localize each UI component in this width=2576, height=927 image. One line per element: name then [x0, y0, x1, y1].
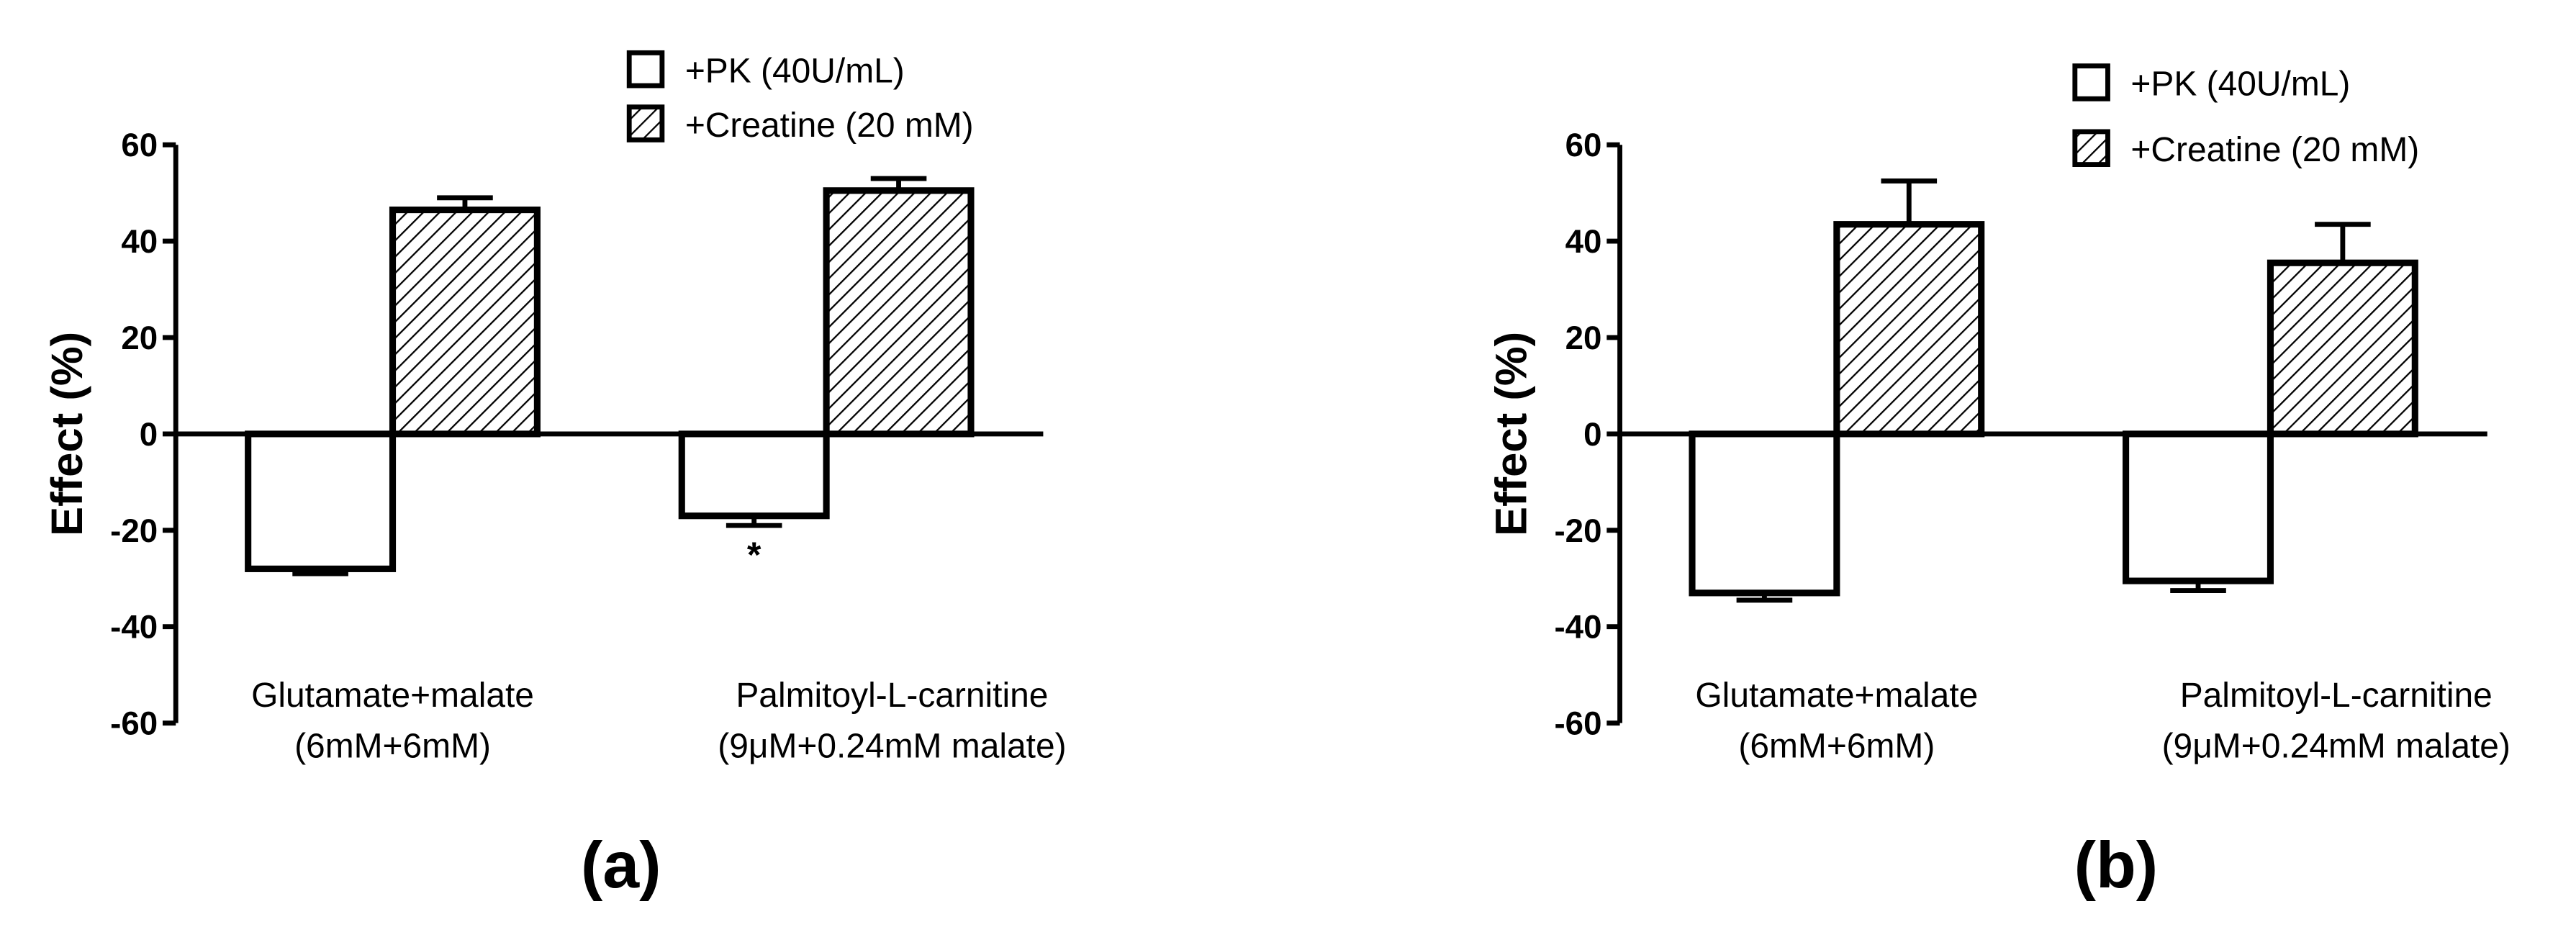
y-tick-label: 60 — [121, 127, 158, 163]
legend-label: +PK (40U/mL) — [685, 52, 905, 90]
y-tick-label: 60 — [1565, 127, 1602, 163]
x-tick-label: (6mM+6mM) — [294, 728, 491, 766]
legend-label: +Creatine (20 mM) — [2130, 131, 2419, 169]
y-tick-label: -40 — [1554, 609, 1601, 646]
bar — [1833, 221, 1985, 438]
legend-swatch — [2072, 63, 2110, 101]
x-tick-label: (9μM+0.24mM malate) — [2162, 728, 2511, 766]
y-tick-label: 40 — [121, 223, 158, 260]
y-tick-label: 20 — [1565, 320, 1602, 356]
bar — [2267, 259, 2418, 438]
x-tick-label: Palmitoyl-L-carnitine — [736, 677, 1048, 715]
y-tick-label: -40 — [110, 609, 158, 646]
legend-label: +Creatine (20 mM) — [685, 107, 974, 145]
x-tick-label: Glutamate+malate — [251, 677, 534, 715]
x-tick-label: (6mM+6mM) — [1738, 728, 1935, 766]
y-tick-label: 0 — [140, 416, 158, 453]
y-axis-label: Effect (%) — [42, 332, 92, 536]
x-tick-label: Glutamate+malate — [1695, 677, 1978, 715]
y-tick-label: -20 — [1554, 512, 1601, 549]
x-tick-label: Palmitoyl-L-carnitine — [2180, 677, 2493, 715]
panel-label: (a) — [581, 828, 661, 902]
y-tick-label: 40 — [1565, 223, 1602, 260]
y-tick-label: 0 — [1583, 416, 1601, 453]
bar — [1689, 430, 1840, 597]
y-axis-label: Effect (%) — [1486, 332, 1536, 536]
y-tick-label: -60 — [110, 705, 158, 742]
legend-swatch — [626, 50, 665, 89]
y-tick-label: 20 — [121, 320, 158, 356]
y-tick-label: -60 — [1554, 705, 1601, 742]
y-tick-label: -20 — [110, 512, 158, 549]
legend-swatch — [2072, 129, 2110, 168]
bar — [389, 207, 541, 438]
bar — [2123, 430, 2274, 584]
legend-label: +PK (40U/mL) — [2130, 65, 2350, 104]
bar — [678, 430, 830, 520]
annotation: * — [747, 535, 761, 575]
x-tick-label: (9μM+0.24mM malate) — [718, 728, 1066, 766]
bar — [823, 187, 975, 438]
bar — [245, 430, 397, 572]
legend-swatch — [626, 104, 665, 143]
panel-label: (b) — [2074, 828, 2159, 902]
